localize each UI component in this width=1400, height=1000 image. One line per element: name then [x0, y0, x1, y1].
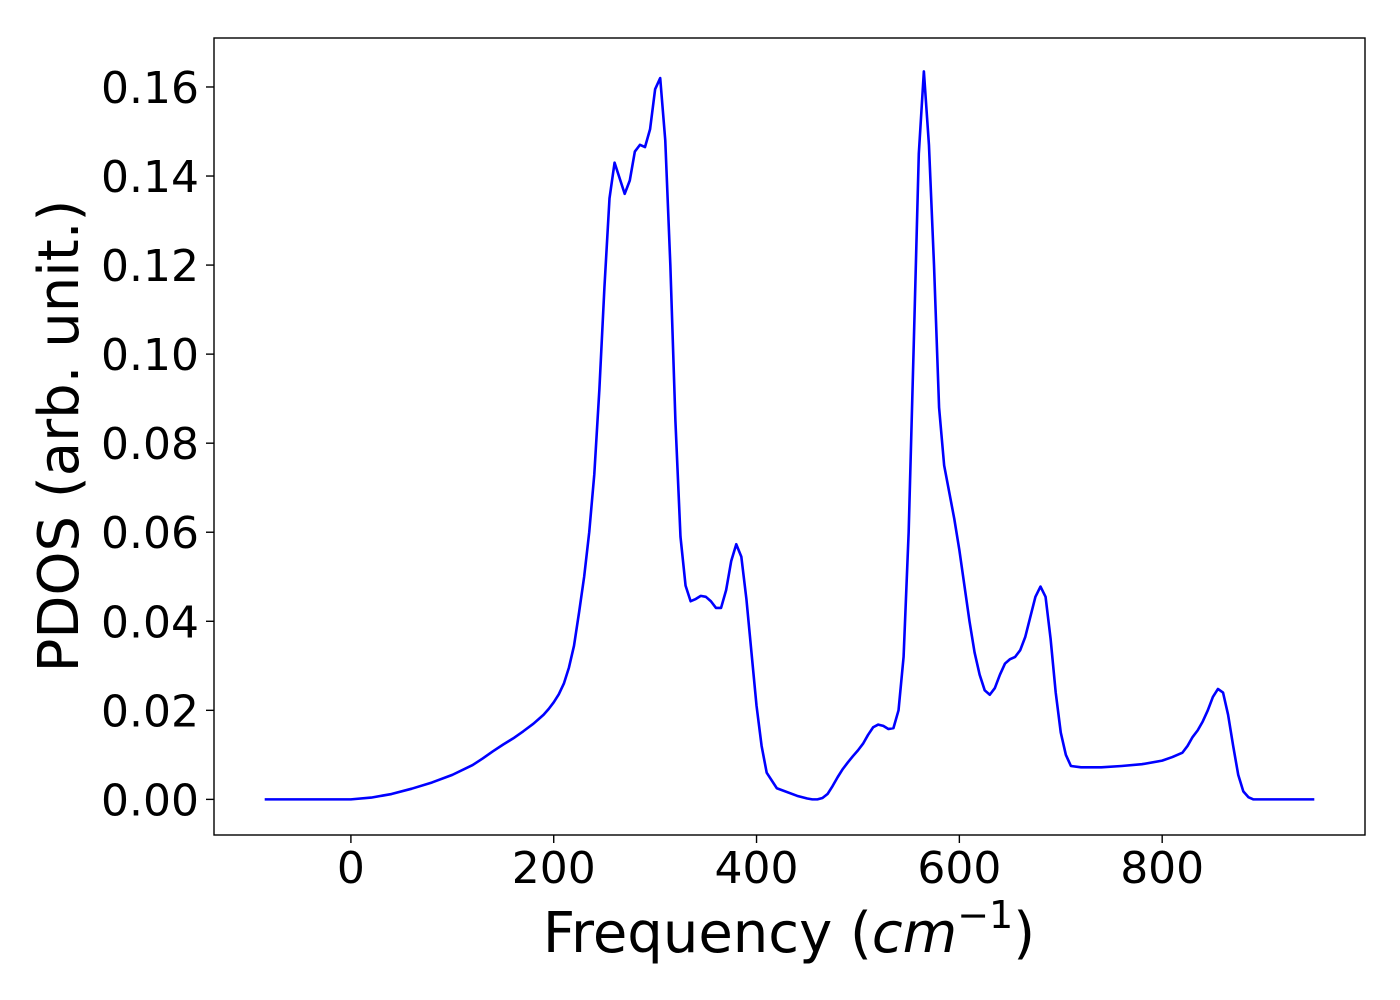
- x-axis-ticks: 0 200 400 600 800: [337, 835, 1204, 894]
- x-tick-label: 400: [715, 843, 799, 894]
- y-tick-label: 0.02: [101, 686, 199, 737]
- y-tick-label: 0.06: [101, 508, 199, 559]
- y-axis-label: PDOS (arb. unit.): [27, 200, 92, 673]
- y-axis-ticks: 0.00 0.02 0.04 0.06 0.08 0.10 0.12 0.14 0.16: [101, 63, 214, 826]
- y-tick-label: 0.10: [101, 330, 199, 381]
- x-axis-label: Frequency (cm−1): [543, 893, 1035, 966]
- series-line-0: [264, 70, 1315, 801]
- y-tick-label: 0.12: [101, 241, 199, 292]
- y-tick-label: 0.14: [101, 152, 199, 203]
- x-tick-label: 600: [917, 843, 1001, 894]
- x-tick-label: 200: [512, 843, 596, 894]
- plot-marks: [264, 70, 1315, 801]
- plot-frame: [213, 37, 1366, 836]
- y-tick-label: 0.08: [101, 419, 199, 470]
- y-tick-label: 0.00: [101, 775, 199, 826]
- y-tick-label: 0.16: [101, 63, 199, 114]
- x-tick-label: 0: [337, 843, 365, 894]
- x-tick-label: 800: [1120, 843, 1204, 894]
- y-tick-label: 0.04: [101, 597, 199, 648]
